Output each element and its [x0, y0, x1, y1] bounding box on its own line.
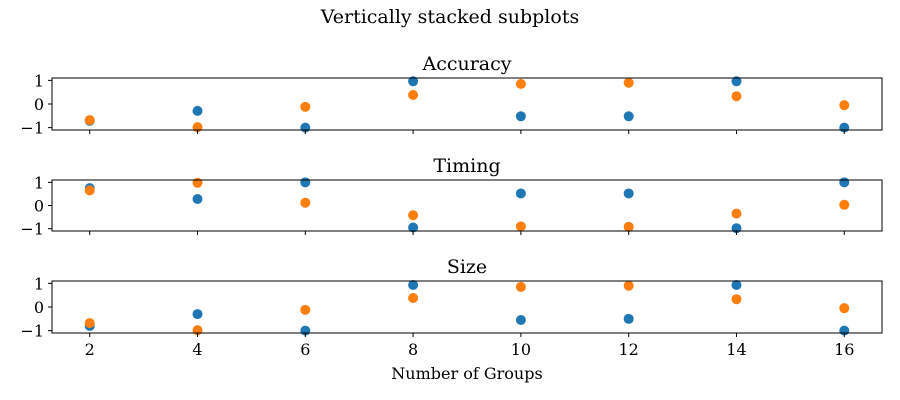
- data-point: [515, 315, 526, 325]
- data-point: [839, 177, 850, 188]
- data-point: [839, 100, 850, 111]
- y-tick-label: 1: [34, 71, 44, 90]
- data-point: [300, 304, 311, 315]
- subplot-accuracy: Accuracy −1 0 1: [20, 53, 883, 138]
- data-point: [408, 222, 419, 233]
- data-point: [408, 76, 419, 87]
- x-tick-label: 16: [834, 340, 854, 359]
- data-point: [515, 188, 526, 199]
- data-point: [192, 105, 203, 116]
- data-point: [623, 221, 634, 232]
- data-point: [300, 101, 311, 112]
- data-point: [84, 185, 95, 196]
- x-tick-label: 10: [511, 340, 531, 359]
- y-tick-label: 0: [34, 197, 44, 216]
- y-tick-label: 0: [34, 298, 44, 317]
- x-tick-label: 2: [85, 340, 95, 359]
- x-tick-label: 14: [726, 340, 746, 359]
- x-tick-label: 12: [619, 340, 639, 359]
- y-tick-label: 1: [34, 173, 44, 192]
- x-axis-label: Number of Groups: [391, 364, 542, 383]
- data-point: [300, 177, 311, 188]
- x-tick-label: 4: [192, 340, 202, 359]
- data-point: [192, 177, 203, 188]
- data-point: [731, 208, 742, 219]
- y-tick-label: −1: [20, 119, 44, 138]
- data-point: [731, 76, 742, 87]
- data-point: [408, 280, 419, 291]
- axes-frame: [51, 179, 883, 232]
- data-point: [84, 115, 95, 126]
- subplot-title: Accuracy: [421, 53, 511, 75]
- data-point: [515, 281, 526, 292]
- data-point: [192, 309, 203, 320]
- data-point: [515, 221, 526, 232]
- data-point: [731, 91, 742, 102]
- data-point: [84, 318, 95, 329]
- x-tick-label: 6: [300, 340, 310, 359]
- axes-frame: [51, 77, 883, 131]
- y-tick-label: 1: [34, 274, 44, 293]
- axes-frame: [51, 280, 883, 334]
- data-point: [623, 77, 634, 88]
- y-tick-label: −1: [20, 220, 44, 239]
- data-point: [300, 197, 311, 208]
- data-point: [515, 78, 526, 89]
- data-point: [623, 188, 634, 199]
- data-point: [731, 280, 742, 291]
- data-point: [408, 293, 419, 304]
- data-point: [623, 111, 634, 122]
- subplot-title: Timing: [433, 155, 500, 177]
- data-point: [731, 294, 742, 305]
- data-point: [408, 90, 419, 101]
- data-point: [839, 303, 850, 314]
- data-point: [515, 111, 526, 122]
- y-tick-label: −1: [20, 322, 44, 341]
- data-point: [623, 313, 634, 324]
- x-tick-label: 8: [408, 340, 418, 359]
- data-point: [192, 194, 203, 205]
- subplot-title: Size: [447, 256, 487, 278]
- data-point: [839, 199, 850, 210]
- data-point: [408, 210, 419, 221]
- data-point: [623, 280, 634, 291]
- subplot-timing: Timing −1 0 1: [20, 155, 883, 239]
- y-tick-label: 0: [34, 95, 44, 114]
- figure-suptitle: Vertically stacked subplots: [320, 6, 579, 28]
